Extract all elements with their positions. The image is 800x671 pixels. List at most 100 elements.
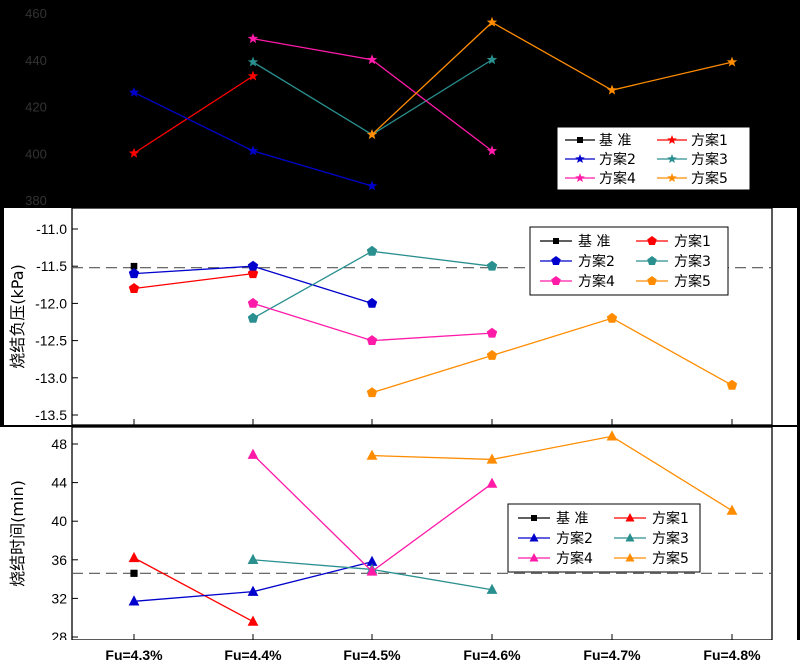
top-legend-label: 方案5 xyxy=(691,170,728,187)
top-point-方案5 xyxy=(726,56,738,67)
y-tick-label: 36 xyxy=(51,552,67,568)
legend-marker xyxy=(553,238,559,244)
data-point-方案2 xyxy=(366,555,378,566)
data-point-基准 xyxy=(130,569,138,577)
y-tick-label: 48 xyxy=(51,436,67,452)
legend-marker xyxy=(529,533,539,542)
legend-label: 方案5 xyxy=(652,550,689,567)
top-legend-label: 方案4 xyxy=(599,170,636,187)
data-point-方案5 xyxy=(366,449,378,460)
top-point-方案1 xyxy=(128,147,140,158)
legend-marker xyxy=(625,513,635,522)
data-point-方案2 xyxy=(366,297,378,308)
top-legend-marker xyxy=(667,154,677,163)
legend-label: 方案3 xyxy=(674,253,711,270)
top-point-方案4 xyxy=(247,33,259,44)
x-axis-strip xyxy=(0,640,800,671)
x-tick-label: Fu=4.4% xyxy=(224,647,282,663)
top-legend-label: 方案3 xyxy=(691,151,728,168)
legend-marker xyxy=(647,276,657,285)
series-line-方案1 xyxy=(133,272,254,290)
legend-label: 方案2 xyxy=(556,530,593,547)
y-tick-label: -12.5 xyxy=(35,333,67,349)
top-legend-marker xyxy=(575,154,585,163)
y-tick-label: -13.0 xyxy=(35,370,67,386)
data-point-方案5 xyxy=(486,350,498,360)
data-point-方案2 xyxy=(128,595,140,606)
legend-label: 方案1 xyxy=(652,510,689,527)
y-axis-label: 烧结负压(kPa) xyxy=(8,264,27,369)
panel-bottom-time: 283236404448烧结时间(min) 基 准方案1方案2 方案3方案4 方案5 xyxy=(0,426,797,645)
top-legend-label: 基 准 xyxy=(599,132,631,149)
panel-top-speed: 380 400 420 440 460 垂直烧结速度基 准 方案1 方案2 方案3 方案4 方案5 xyxy=(0,0,800,208)
x-tick-label: Fu=4.7% xyxy=(583,647,641,663)
data-point-方案5 xyxy=(366,387,378,398)
top-point-方案5 xyxy=(606,84,618,95)
top-point-方案2 xyxy=(247,145,259,156)
top-point-方案2 xyxy=(366,180,378,191)
series-line-方案5 xyxy=(371,317,733,394)
legend-marker xyxy=(625,553,635,562)
top-point-方案1 xyxy=(247,70,259,81)
data-point-方案3 xyxy=(486,260,498,271)
data-point-方案3 xyxy=(247,553,259,564)
y-tick-label: 40 xyxy=(51,513,67,529)
data-point-方案2 xyxy=(247,260,259,271)
x-tick-label: Fu=4.8% xyxy=(703,647,761,663)
top-legend-label: 方案2 xyxy=(599,151,636,168)
data-point-方案5 xyxy=(726,379,738,390)
data-point-方案2 xyxy=(247,585,259,596)
legend-marker xyxy=(531,515,537,521)
top-legend-label: 方案1 xyxy=(691,132,728,149)
top-y-tick-label: 380 xyxy=(25,193,47,208)
legend-marker xyxy=(551,256,561,265)
legend-label: 基 准 xyxy=(578,233,610,250)
data-point-方案5 xyxy=(606,430,618,441)
x-tick-label: Fu=4.5% xyxy=(343,647,401,663)
top-series-line-方案5 xyxy=(371,21,733,136)
data-point-方案1 xyxy=(128,283,140,293)
legend-label: 方案1 xyxy=(674,233,711,250)
data-point-方案4 xyxy=(366,565,378,576)
legend-label: 方案4 xyxy=(578,273,615,290)
legend-label: 方案5 xyxy=(674,273,711,290)
top-point-方案3 xyxy=(486,54,498,65)
top-legend-marker xyxy=(575,173,585,182)
data-point-方案4 xyxy=(486,477,498,488)
data-point-方案5 xyxy=(726,504,738,515)
x-tick-label: Fu=4.6% xyxy=(463,647,521,663)
top-y-axis-label: 垂直烧结速度 xyxy=(5,72,24,168)
data-point-方案3 xyxy=(486,583,498,594)
legend-label: 方案3 xyxy=(652,530,689,547)
plot-frame xyxy=(71,207,773,426)
data-point-方案3 xyxy=(366,245,378,256)
x-tick-label: Fu=4.3% xyxy=(105,647,163,663)
data-point-方案4 xyxy=(247,297,259,308)
legend-label: 基 准 xyxy=(556,510,588,527)
top-y-tick-label: 440 xyxy=(25,53,47,68)
top-point-方案2 xyxy=(128,87,140,97)
top-y-tick-label: 460 xyxy=(25,6,47,21)
data-point-方案5 xyxy=(486,453,498,464)
data-point-方案4 xyxy=(366,335,378,345)
data-point-方案4 xyxy=(247,448,259,459)
data-point-方案3 xyxy=(247,312,259,323)
y-tick-label: -13.5 xyxy=(35,407,67,423)
top-y-tick-label: 400 xyxy=(25,146,47,161)
data-point-基准 xyxy=(130,262,138,270)
data-point-方案1 xyxy=(247,615,259,626)
top-legend-marker xyxy=(667,173,677,182)
legend-marker xyxy=(647,256,657,265)
legend-marker xyxy=(647,236,657,245)
top-point-方案4 xyxy=(486,145,498,156)
top-legend-marker xyxy=(667,135,677,144)
top-series-line-方案1 xyxy=(133,75,254,154)
data-point-方案5 xyxy=(606,312,618,323)
y-axis-label: 烧结时间(min) xyxy=(8,480,27,587)
top-point-方案5 xyxy=(486,16,498,27)
series-line-方案5 xyxy=(371,435,733,512)
data-point-方案2 xyxy=(128,268,140,279)
top-point-方案3 xyxy=(247,56,259,67)
